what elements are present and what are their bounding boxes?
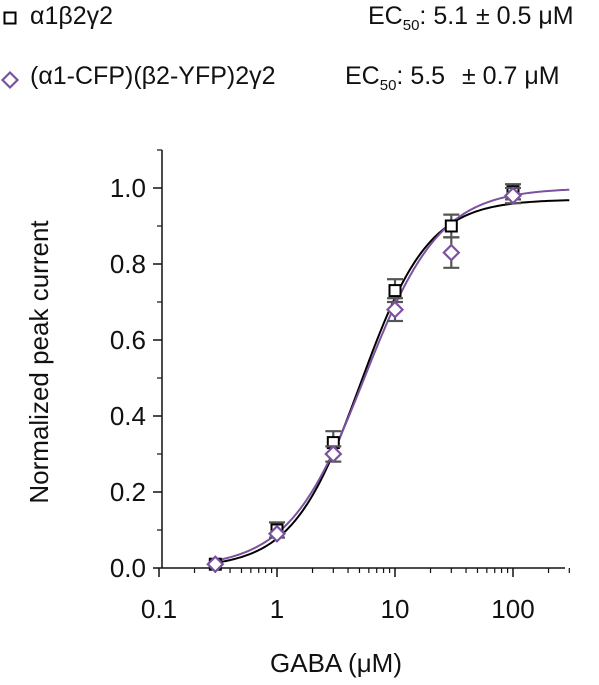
legend-markers: [0, 11, 20, 90]
data-point: [444, 219, 458, 233]
ec50-error: ± 0.7 μM: [462, 62, 560, 90]
ec50-label: EC50: 5.1: [368, 2, 469, 34]
ec50-error: ± 0.5 μM: [476, 2, 574, 30]
legend-label: α1β2γ2: [30, 2, 114, 30]
y-axis-label: Normalized peak current: [24, 220, 54, 504]
ec50-label: EC50: 5.5: [345, 62, 446, 94]
x-tick-label: 1: [270, 594, 284, 624]
fit-curve: [215, 188, 570, 562]
data-point: [267, 524, 287, 543]
fit-curves: [215, 188, 570, 564]
data-point: [388, 284, 402, 298]
legend-row: (α1-CFP)(β2-YFP)2γ2 EC50: 5.5 ± 0.7 μM: [0, 62, 599, 102]
data-points: [206, 183, 523, 574]
axes: [161, 150, 565, 569]
y-tick-label: 0.4: [110, 401, 146, 431]
ticks: 0.0 0.2 0.4 0.6 0.8 1.0 0.1 1 10 100: [110, 149, 570, 624]
data-point: [503, 186, 523, 205]
fit-curve: [215, 199, 570, 564]
legend-diamond-marker: [0, 70, 20, 90]
data-point: [385, 300, 405, 319]
y-tick-label: 0.6: [110, 325, 146, 355]
legend-square-marker: [3, 11, 17, 25]
x-axis-label: GABA (μM): [270, 648, 402, 678]
data-point: [324, 444, 343, 464]
x-tick-label: 100: [491, 594, 534, 624]
y-tick-label: 0.2: [110, 477, 146, 507]
y-tick-label: 0.8: [110, 249, 146, 279]
x-tick-label: 0.1: [141, 594, 177, 624]
x-tick-label: 10: [381, 594, 410, 624]
y-tick-label: 1.0: [110, 173, 146, 203]
data-point: [206, 555, 225, 574]
legend-label: (α1-CFP)(β2-YFP)2γ2: [30, 62, 276, 90]
data-point: [442, 243, 461, 262]
y-tick-label: 0.0: [110, 553, 146, 583]
legend-row: α1β2γ2 EC50: 5.1 ± 0.5 μM: [0, 2, 599, 42]
